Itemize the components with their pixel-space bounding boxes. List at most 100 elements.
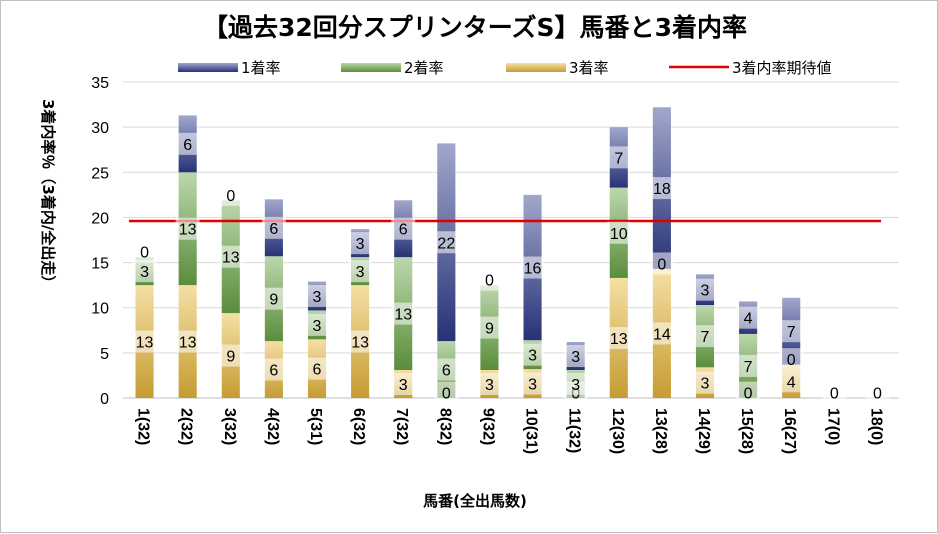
data-label-bg — [649, 322, 674, 345]
data-label: 0 — [830, 386, 839, 403]
data-label-bg — [563, 345, 588, 368]
data-label: 13 — [222, 250, 240, 267]
data-label: 13 — [610, 331, 628, 348]
data-label: 0 — [657, 256, 666, 273]
data-label-bg — [736, 306, 761, 329]
y-tick-label: 15 — [91, 256, 109, 273]
x-tick-label: 2(32) — [178, 408, 195, 445]
data-label: 6 — [269, 221, 278, 238]
data-label: 3 — [571, 377, 580, 394]
data-label: 6 — [442, 363, 451, 380]
x-tick-label: 11(32) — [566, 408, 583, 453]
y-tick-label: 0 — [100, 391, 109, 408]
data-label-bg — [477, 268, 502, 291]
x-axis-title: 馬番(全出馬数) — [423, 492, 527, 510]
y-axis-title: 3着内率％（3着内/全出走） — [39, 99, 57, 290]
data-label: 7 — [614, 150, 623, 167]
data-label: 9 — [485, 321, 494, 338]
x-tick-label: 4(32) — [264, 408, 281, 445]
data-label-bg — [520, 256, 545, 279]
data-label-bg — [175, 330, 200, 353]
data-label: 7 — [744, 359, 753, 376]
legend-swatch — [506, 63, 566, 72]
data-label: 3 — [485, 377, 494, 394]
data-label-bg — [822, 381, 847, 404]
data-label: 3 — [399, 377, 408, 394]
y-tick-label: 35 — [91, 75, 109, 92]
data-label-bg — [132, 330, 157, 353]
data-label: 3 — [701, 376, 710, 393]
data-label: 9 — [226, 349, 235, 366]
data-label: 0 — [226, 188, 235, 205]
data-label-bg — [563, 373, 588, 396]
data-label: 4 — [744, 311, 753, 328]
data-label-bg — [218, 183, 243, 206]
x-tick-label: 8(32) — [436, 408, 453, 445]
data-label: 0 — [442, 386, 451, 403]
data-label-bg — [391, 373, 416, 396]
data-label: 13 — [394, 307, 412, 324]
data-label-bg — [261, 358, 286, 381]
data-label: 6 — [183, 137, 192, 154]
data-label: 3 — [313, 318, 322, 335]
data-label: 9 — [269, 292, 278, 309]
data-label-bg — [261, 216, 286, 239]
legend: 1着率 2着率 3着率 3着内率期待値 — [178, 59, 832, 77]
data-label-bg — [434, 231, 459, 254]
data-label-bg — [736, 354, 761, 377]
data-label-bg — [305, 357, 329, 380]
data-label: 3 — [571, 349, 580, 366]
data-label: 3 — [356, 264, 365, 281]
data-label: 18 — [653, 181, 671, 198]
data-label-bg — [391, 217, 416, 240]
data-label-bg — [348, 232, 373, 255]
data-label: 0 — [140, 245, 149, 262]
data-label: 7 — [701, 329, 710, 346]
data-label-bg — [865, 381, 890, 404]
x-tick-label: 18(0) — [867, 408, 884, 445]
x-tick-label: 7(32) — [393, 408, 410, 445]
data-label: 6 — [313, 362, 322, 379]
data-label-bg — [779, 370, 804, 393]
y-tick-label: 10 — [91, 301, 109, 318]
data-label: 7 — [787, 324, 796, 341]
data-label: 22 — [437, 235, 455, 252]
data-label: 0 — [873, 386, 882, 403]
data-label: 6 — [269, 363, 278, 380]
data-label-bg — [693, 371, 717, 394]
data-label-bg — [477, 373, 502, 396]
data-label-bg — [132, 240, 157, 263]
data-label: 13 — [351, 335, 369, 352]
data-label-bg — [649, 252, 674, 275]
legend-swatch — [178, 63, 238, 72]
data-label-bg — [261, 287, 286, 310]
data-label-bg — [736, 381, 761, 404]
data-label-bg — [606, 146, 631, 169]
data-label: 3 — [356, 236, 365, 253]
x-tick-label: 10(31) — [523, 408, 540, 454]
x-tick-label: 14(29) — [695, 408, 712, 454]
x-tick-label: 13(28) — [652, 408, 669, 454]
x-tick-label: 15(28) — [738, 408, 755, 454]
data-labels: 13 13 9 6 6 13 3 0 3 3 0 13 14 3 0 4 0 0 3 13 13 9 3 3 13 6 9 3 3 10 0… — [132, 132, 890, 404]
data-label-bg — [779, 320, 804, 343]
data-label: 13 — [136, 335, 154, 352]
data-label: 13 — [179, 222, 197, 239]
data-label: 0 — [485, 273, 494, 290]
data-label-bg — [132, 260, 157, 283]
chart-title: 【過去32回分スプリンターズS】馬番と3着内率 — [203, 13, 747, 42]
data-label-bg — [218, 245, 243, 268]
data-label-bg — [305, 313, 329, 336]
data-label: 0 — [787, 352, 796, 369]
y-tick-label: 5 — [100, 346, 109, 363]
data-label: 13 — [179, 335, 197, 352]
data-label-bg — [348, 260, 373, 283]
legend-label: 2着率 — [404, 59, 444, 77]
data-label-bg — [520, 343, 545, 366]
gridlines — [123, 81, 899, 399]
data-label-bg — [649, 177, 674, 200]
data-label-bg — [606, 326, 631, 349]
legend-swatch — [341, 63, 401, 72]
